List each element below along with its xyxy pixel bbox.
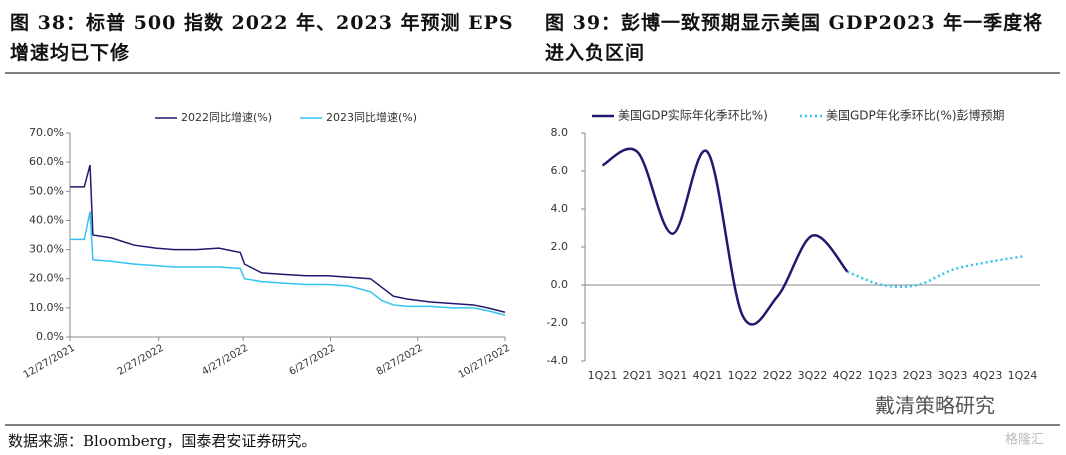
y-tick-label: 0.0%: [36, 330, 64, 343]
x-tick-label: 4Q22: [833, 369, 863, 382]
x-tick-label: 1Q22: [728, 369, 758, 382]
x-tick-label: 4/27/2022: [200, 343, 250, 378]
y-tick-label: 40.0%: [29, 213, 64, 226]
series-line: [847, 255, 1023, 289]
series-line: [70, 211, 506, 316]
chart-title: 图 38：标普 500 指数 2022 年、2023 年预测 EPS 增速均已下…: [10, 12, 514, 64]
y-tick-label: 50.0%: [29, 184, 64, 197]
legend-label: 美国GDP实际年化季环比%): [618, 108, 768, 123]
y-tick-label: 30.0%: [29, 243, 64, 256]
y-tick-label: 60.0%: [29, 155, 64, 168]
legend-label: 美国GDP年化季环比(%)彭博预期: [826, 108, 1005, 123]
y-tick-label: -4.0: [547, 354, 568, 367]
x-tick-label: 2Q21: [623, 369, 653, 382]
y-tick-label: 20.0%: [29, 272, 64, 285]
y-tick-label: -2.0: [547, 316, 568, 329]
x-tick-label: 12/27/2021: [22, 343, 77, 381]
logo: 格隆汇: [1005, 432, 1044, 448]
x-tick-label: 3Q23: [938, 369, 968, 382]
legend-label: 2023同比增速(%): [326, 110, 417, 124]
chart-title: 图 39：彭博一致预期显示美国 GDP2023 年一季度将进入负区间: [545, 12, 1044, 64]
x-tick-label: 1Q23: [868, 369, 898, 382]
x-tick-label: 2Q23: [903, 369, 933, 382]
y-tick-label: 4.0: [551, 202, 569, 215]
x-tick-label: 6/27/2022: [288, 343, 338, 378]
x-tick-label: 10/27/2022: [457, 343, 512, 381]
x-tick-label: 4Q21: [693, 369, 723, 382]
y-tick-label: 10.0%: [29, 301, 64, 314]
legend-label: 2022同比增速(%): [181, 110, 272, 124]
x-tick-label: 1Q24: [1008, 369, 1038, 382]
series-line: [601, 147, 849, 326]
x-tick-label: 2Q22: [763, 369, 793, 382]
series-line: [70, 164, 506, 313]
y-tick-label: 2.0: [551, 240, 569, 253]
x-tick-label: 4Q23: [973, 369, 1003, 382]
x-tick-label: 1Q21: [588, 369, 618, 382]
x-tick-label: 2/27/2022: [116, 343, 166, 378]
y-tick-label: 0.0: [551, 278, 569, 291]
y-tick-label: 6.0: [551, 164, 569, 177]
watermark: 戴清策略研究: [875, 394, 995, 418]
source: 数据来源：Bloomberg，国泰君安证券研究。: [8, 432, 316, 450]
y-tick-label: 70.0%: [29, 126, 64, 139]
x-tick-label: 3Q21: [658, 369, 688, 382]
x-tick-label: 8/27/2022: [375, 343, 425, 378]
y-tick-label: 8.0: [551, 126, 569, 139]
x-tick-label: 3Q22: [798, 369, 828, 382]
